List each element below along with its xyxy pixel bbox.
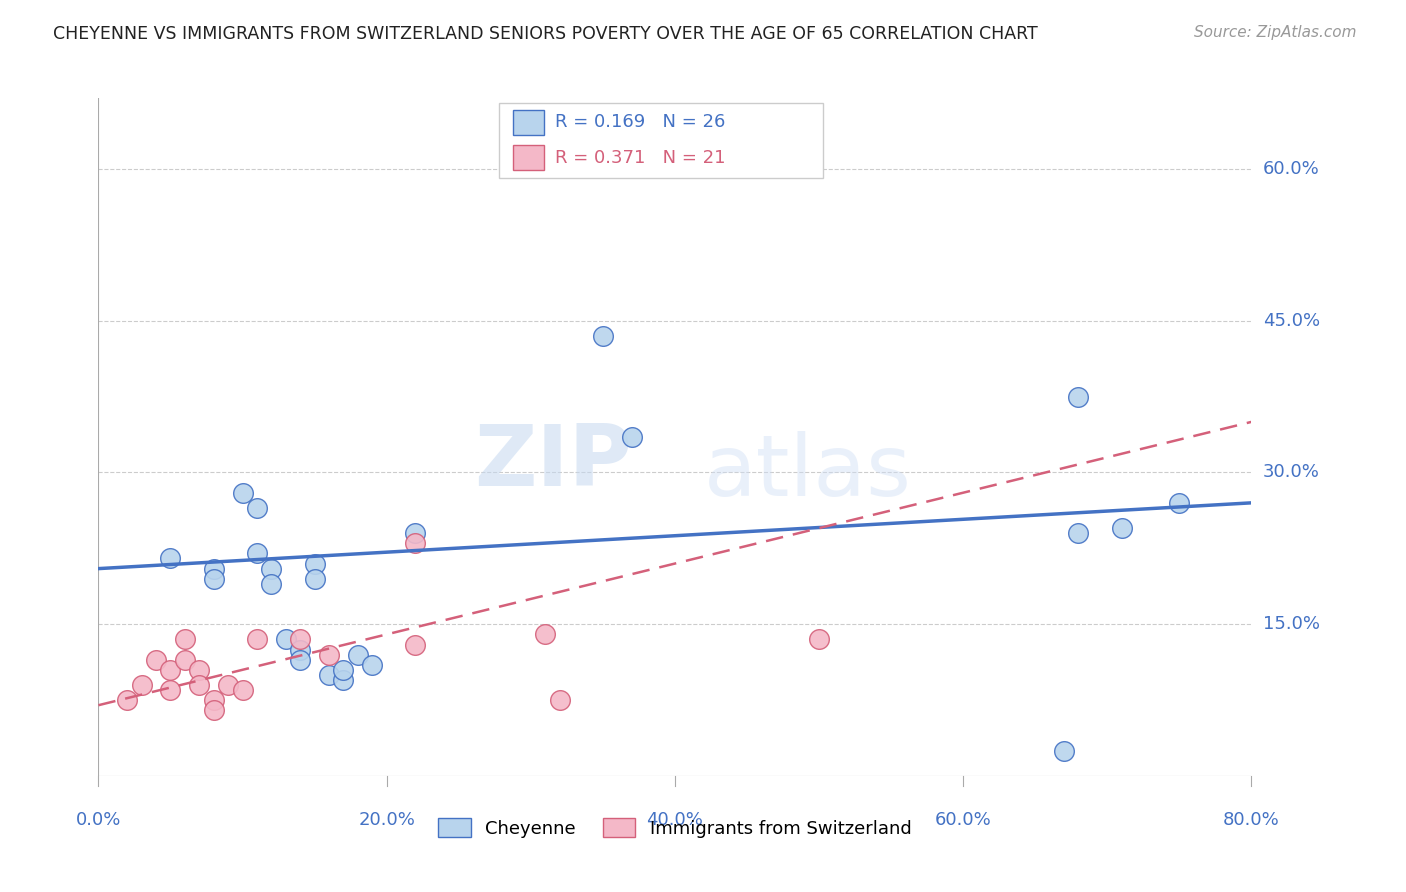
Point — [202, 693, 225, 707]
Point — [131, 678, 153, 692]
Text: R = 0.169   N = 26: R = 0.169 N = 26 — [555, 113, 725, 131]
Point — [260, 576, 283, 591]
Point — [217, 678, 239, 692]
Point — [361, 657, 384, 672]
Point — [202, 572, 225, 586]
Point — [174, 632, 197, 647]
Text: 60.0%: 60.0% — [935, 812, 991, 830]
Text: 45.0%: 45.0% — [1263, 311, 1320, 330]
Point — [174, 653, 197, 667]
Point — [808, 632, 831, 647]
Text: ZIP: ZIP — [474, 421, 631, 504]
Text: 0.0%: 0.0% — [76, 812, 121, 830]
Point — [188, 663, 211, 677]
Point — [290, 632, 312, 647]
Point — [274, 632, 297, 647]
Text: CHEYENNE VS IMMIGRANTS FROM SWITZERLAND SENIORS POVERTY OVER THE AGE OF 65 CORRE: CHEYENNE VS IMMIGRANTS FROM SWITZERLAND … — [53, 25, 1038, 43]
Point — [318, 668, 340, 682]
Point — [145, 653, 167, 667]
Point — [304, 572, 326, 586]
Point — [1168, 496, 1191, 510]
Point — [246, 500, 269, 515]
Point — [347, 648, 370, 662]
Point — [231, 485, 254, 500]
Point — [202, 561, 225, 575]
Point — [290, 642, 312, 657]
Text: Source: ZipAtlas.com: Source: ZipAtlas.com — [1194, 25, 1357, 40]
Point — [318, 648, 340, 662]
Point — [620, 430, 643, 444]
Text: 60.0%: 60.0% — [1263, 160, 1320, 178]
Point — [332, 673, 354, 687]
Point — [188, 678, 211, 692]
Point — [1067, 390, 1090, 404]
Point — [159, 683, 181, 698]
Legend: Cheyenne, Immigrants from Switzerland: Cheyenne, Immigrants from Switzerland — [432, 811, 918, 845]
Point — [405, 638, 427, 652]
Point — [592, 329, 614, 343]
Point — [159, 551, 181, 566]
Point — [548, 693, 571, 707]
Point — [304, 557, 326, 571]
Text: 30.0%: 30.0% — [1263, 464, 1320, 482]
Text: 15.0%: 15.0% — [1263, 615, 1320, 633]
Point — [405, 536, 427, 550]
Text: atlas: atlas — [704, 431, 911, 514]
Point — [1111, 521, 1133, 535]
Point — [290, 653, 312, 667]
Point — [159, 663, 181, 677]
Text: 20.0%: 20.0% — [359, 812, 415, 830]
Point — [231, 683, 254, 698]
Point — [405, 526, 427, 541]
Text: R = 0.371   N = 21: R = 0.371 N = 21 — [555, 149, 725, 167]
Point — [202, 703, 225, 717]
Point — [246, 546, 269, 560]
Point — [1067, 526, 1090, 541]
Point — [246, 632, 269, 647]
Point — [534, 627, 557, 641]
Point — [117, 693, 139, 707]
Text: 40.0%: 40.0% — [647, 812, 703, 830]
Point — [1053, 744, 1076, 758]
Text: 80.0%: 80.0% — [1223, 812, 1279, 830]
Point — [260, 561, 283, 575]
Point — [332, 663, 354, 677]
